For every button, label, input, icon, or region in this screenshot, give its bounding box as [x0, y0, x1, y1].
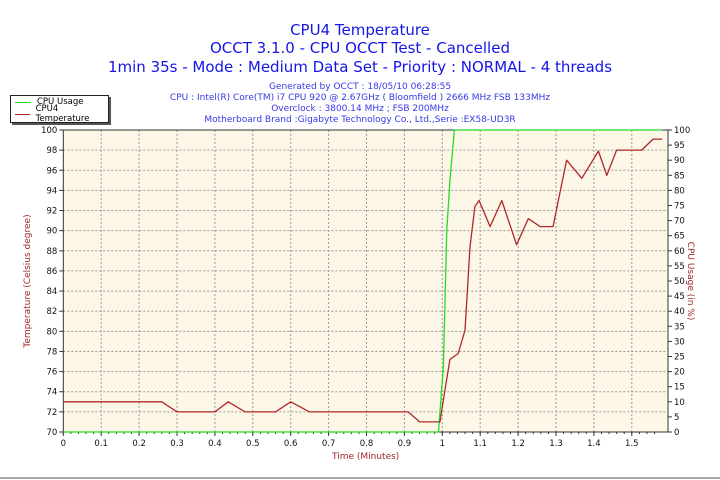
y-tick-label: 80 [46, 327, 57, 337]
x-tick-label: 1.5 [625, 439, 639, 449]
y2-tick-label: 75 [674, 202, 685, 212]
y2-tick-label: 65 [674, 232, 685, 242]
y2-tick-label: 35 [674, 322, 685, 332]
bottom-divider [0, 477, 720, 479]
x-tick-label: 0.8 [360, 439, 374, 449]
x-tick-label: 0.2 [132, 439, 146, 449]
y-tick-label: 86 [46, 267, 57, 277]
motherboard-info: Motherboard Brand :Gigabyte Technology C… [204, 115, 516, 125]
overclock-info: Overclock : 3800.14 MHz ; FSB 200MHz [271, 104, 449, 114]
x-tick-label: 1.3 [549, 439, 563, 449]
y2-tick-label: 85 [674, 171, 685, 181]
y2-tick-label: 80 [674, 186, 685, 196]
y-tick-label: 98 [46, 146, 57, 156]
generated-info: Generated by OCCT : 18/05/10 06:28:55 [268, 82, 452, 92]
y2-tick-label: 60 [674, 247, 685, 257]
x-tick-label: 0.3 [170, 439, 184, 449]
y-tick-label: 96 [46, 166, 57, 176]
y-tick-label: 90 [46, 227, 57, 237]
y2-tick-label: 10 [674, 398, 685, 408]
y2-tick-label: 15 [674, 383, 685, 393]
y2-tick-label: 55 [674, 262, 685, 272]
y-tick-label: 78 [46, 347, 57, 357]
y-tick-label: 92 [46, 207, 57, 217]
series-line-cpu4-temperature [63, 138, 663, 423]
y-tick-label: 76 [46, 368, 57, 378]
x-tick-label: 0.1 [94, 439, 108, 449]
cpu-info: CPU : Intel(R) Core(TM) i7 CPU 920 @ 2.6… [169, 93, 551, 103]
y2-tick-label: 95 [674, 141, 685, 151]
plot-area [63, 130, 669, 432]
x-tick-label: 0.4 [208, 439, 222, 449]
y2-tick-label: 45 [674, 292, 685, 302]
chart-subtitle: OCCT 3.1.0 - CPU OCCT Test - Cancelled [210, 39, 510, 57]
x-tick-label: 1.1 [473, 439, 487, 449]
y2-tick-label: 5 [674, 413, 679, 423]
legend-label: CPU4 Temperature [35, 104, 90, 124]
y-tick-label: 74 [46, 388, 57, 398]
y2-tick-label: 20 [674, 368, 685, 378]
chart-title: CPU4 Temperature [290, 21, 430, 39]
y2-tick-label: 30 [674, 337, 685, 347]
legend-item-cpu4-temperature: CPU4 Temperature [11, 104, 108, 124]
series-line-cpu-usage [63, 129, 663, 433]
x-tick-label: 0.7 [322, 439, 336, 449]
legend-label: CPU Usage [37, 97, 84, 107]
y-tick-label: 84 [46, 287, 57, 297]
x-axis-label: Time (Minutes) [331, 452, 399, 462]
y2-tick-label: 70 [674, 217, 685, 227]
y-tick-label: 88 [46, 247, 57, 257]
y-axis-label: Temperature (Celsius degree) [23, 214, 33, 348]
x-tick-label: 0 [61, 439, 66, 449]
run-info: 1min 35s - Mode : Medium Data Set - Prio… [107, 58, 613, 76]
y2-tick-label: 25 [674, 353, 685, 363]
x-tick-label: 0.6 [284, 439, 298, 449]
legend-swatch-cpu4-temperature [15, 113, 30, 115]
y2-axis-label: CPU Usage (in %) [685, 242, 695, 321]
y2-tick-label: 90 [674, 156, 685, 166]
x-tick-label: 1.2 [511, 439, 525, 449]
y-tick-label: 82 [46, 307, 57, 317]
y-tick-label: 72 [46, 408, 57, 418]
x-tick-label: 1 [440, 439, 445, 449]
y2-tick-label: 100 [674, 126, 690, 136]
y-tick-label: 70 [46, 428, 57, 438]
y2-tick-label: 50 [674, 277, 685, 287]
x-tick-label: 0.5 [246, 439, 260, 449]
legend: CPU Usage CPU4 Temperature [10, 95, 109, 124]
y2-tick-label: 40 [674, 307, 685, 317]
x-tick-label: 0.9 [398, 439, 412, 449]
y-tick-label: 100 [41, 126, 57, 136]
x-tick-label: 1.4 [587, 439, 601, 449]
y2-tick-label: 0 [674, 428, 679, 438]
legend-swatch-cpu-usage [15, 101, 31, 103]
y-tick-label: 94 [46, 186, 57, 196]
legend-item-cpu-usage: CPU Usage [11, 96, 108, 108]
